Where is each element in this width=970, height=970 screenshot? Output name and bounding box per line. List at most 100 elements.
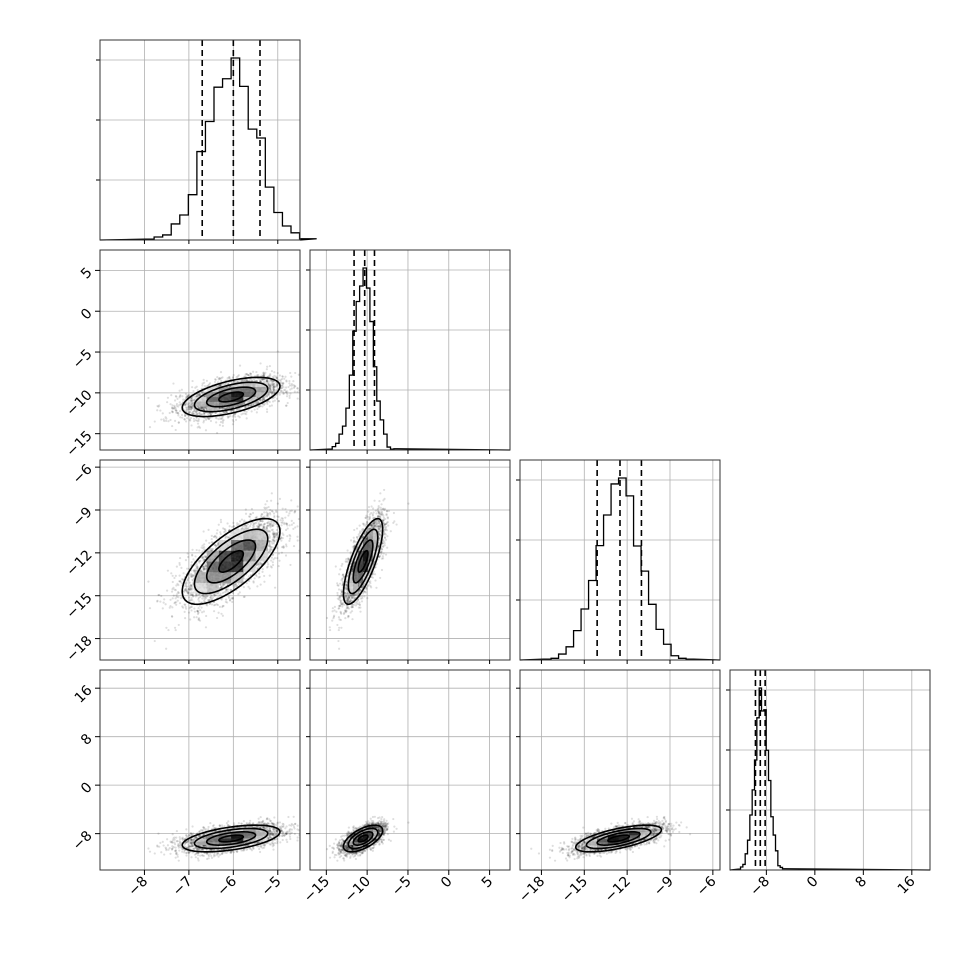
sample-point bbox=[259, 400, 262, 403]
sample-point bbox=[271, 380, 274, 383]
sample-point bbox=[191, 593, 194, 596]
sample-point bbox=[268, 387, 272, 390]
sample-point bbox=[280, 384, 283, 388]
sample-point bbox=[268, 380, 271, 383]
sample-point bbox=[207, 528, 210, 531]
sample-point bbox=[234, 418, 238, 421]
sample-point bbox=[194, 593, 198, 597]
sample-point bbox=[200, 407, 203, 410]
sample-point bbox=[191, 404, 195, 407]
sample-point bbox=[262, 526, 265, 529]
sample-point bbox=[175, 601, 178, 604]
sample-point bbox=[189, 399, 192, 402]
sample-point bbox=[200, 593, 204, 597]
sample-point bbox=[275, 376, 279, 379]
sample-point bbox=[265, 379, 269, 382]
density-bin bbox=[218, 401, 232, 407]
sample-point bbox=[223, 530, 226, 534]
sample-point bbox=[203, 381, 206, 384]
sample-point bbox=[147, 580, 150, 583]
sample-point bbox=[221, 424, 224, 428]
sample-point bbox=[197, 425, 201, 428]
sample-point bbox=[168, 606, 171, 609]
sample-point bbox=[237, 523, 240, 526]
sample-point bbox=[218, 424, 222, 427]
sample-point bbox=[192, 601, 196, 604]
sample-point bbox=[242, 577, 246, 580]
sample-point bbox=[206, 598, 210, 602]
sample-point bbox=[217, 611, 220, 614]
sample-point bbox=[262, 372, 265, 375]
sample-point bbox=[181, 395, 184, 398]
sample-point bbox=[273, 535, 276, 538]
sample-point bbox=[272, 386, 276, 389]
sample-point bbox=[214, 543, 217, 547]
sample-point bbox=[198, 412, 201, 415]
sample-point bbox=[227, 588, 230, 591]
sample-point bbox=[169, 403, 172, 406]
sample-point bbox=[193, 607, 196, 610]
sample-point bbox=[260, 374, 263, 377]
sample-point bbox=[260, 562, 263, 565]
sample-point bbox=[269, 550, 272, 553]
sample-point bbox=[164, 416, 167, 419]
sample-point bbox=[187, 403, 190, 406]
sample-point bbox=[269, 384, 272, 387]
sample-point bbox=[183, 584, 186, 587]
sample-point bbox=[226, 601, 229, 604]
sample-point bbox=[191, 405, 194, 409]
sample-point bbox=[215, 431, 219, 435]
sample-point bbox=[148, 607, 152, 610]
sample-point bbox=[249, 372, 252, 375]
sample-point bbox=[232, 525, 235, 528]
sample-point bbox=[277, 515, 280, 518]
sample-point bbox=[263, 398, 266, 401]
sample-point bbox=[272, 532, 275, 535]
sample-point bbox=[213, 594, 216, 597]
sample-point bbox=[276, 547, 279, 550]
sample-point bbox=[222, 418, 225, 422]
sample-point bbox=[256, 567, 259, 570]
sample-point bbox=[160, 594, 163, 598]
sample-point bbox=[281, 375, 284, 378]
sample-point bbox=[201, 408, 205, 411]
sample-point bbox=[189, 400, 192, 403]
sample-point bbox=[267, 393, 270, 396]
sample-point bbox=[217, 543, 220, 547]
sample-point bbox=[186, 417, 189, 420]
sample-point bbox=[208, 412, 211, 415]
sample-point bbox=[201, 406, 204, 409]
sample-point bbox=[283, 388, 286, 391]
sample-point bbox=[255, 379, 258, 383]
sample-point bbox=[288, 524, 291, 527]
sample-point bbox=[271, 553, 275, 556]
sample-point bbox=[236, 524, 239, 527]
sample-point bbox=[185, 588, 188, 591]
sample-point bbox=[269, 387, 272, 390]
sample-point bbox=[269, 379, 272, 382]
sample-point bbox=[201, 556, 204, 559]
sample-point bbox=[201, 597, 204, 600]
sample-point bbox=[187, 405, 190, 408]
sample-point bbox=[285, 395, 289, 398]
sample-point bbox=[204, 395, 207, 398]
sample-point bbox=[219, 582, 222, 585]
sample-point bbox=[217, 542, 220, 545]
sample-point bbox=[228, 525, 231, 528]
panel-frame bbox=[519, 459, 721, 661]
sample-point bbox=[206, 417, 209, 420]
sample-point bbox=[286, 535, 289, 538]
sample-point bbox=[224, 410, 228, 414]
sample-point bbox=[269, 372, 272, 376]
sample-point bbox=[215, 536, 218, 540]
sample-point bbox=[275, 510, 278, 514]
sample-point bbox=[257, 526, 260, 529]
sample-point bbox=[182, 606, 185, 609]
hist-panel-2 bbox=[306, 249, 511, 451]
sample-point bbox=[273, 382, 276, 385]
sample-point bbox=[276, 383, 279, 386]
sample-point bbox=[166, 589, 169, 592]
sample-point bbox=[190, 561, 193, 564]
sample-point bbox=[288, 539, 291, 542]
sample-point bbox=[259, 398, 262, 401]
